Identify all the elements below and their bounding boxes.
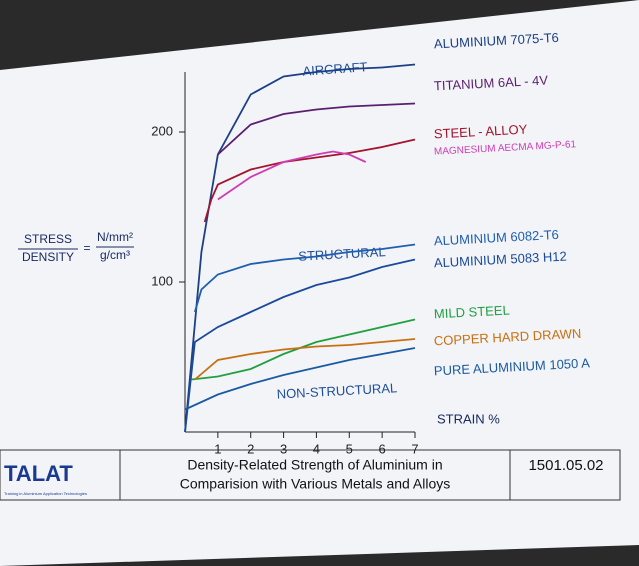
series-line [184,347,416,411]
x-tick-label: 7 [411,441,418,456]
series-line [193,243,416,313]
y-label-den: DENSITY [22,250,74,264]
footer-box [0,449,621,501]
y-tick-label: 200 [151,123,173,138]
legend-label: TITANIUM 6AL - 4V [434,72,549,93]
annotation: STRUCTURAL [298,244,386,264]
tagline: Training in Aluminium Application Techno… [4,491,87,496]
caption: Density-Related Strength of Aluminium in [187,457,442,473]
x-tick-label: 5 [346,441,353,456]
footer: TALAT Training in Aluminium Application … [0,449,621,501]
x-tick-label: 4 [313,441,320,456]
legend-label: STEEL - ALLOY [434,122,528,142]
y-label-num: STRESS [24,232,72,246]
y-label-eq: = [83,241,90,255]
x-tick-label: 1 [214,441,221,456]
code: 1501.05.02 [528,457,603,474]
series-line [184,258,416,433]
y-label: STRESS DENSITY = N/mm² g/cm³ [18,230,134,264]
legend-label: ALUMINIUM 7075-T6 [434,30,560,52]
series-line [184,63,416,433]
legend-label: ALUMINIUM 5083 H12 [434,248,568,270]
annotation: AIRCRAFT [302,59,368,79]
legend-label: ALUMINIUM 6082-T6 [434,227,560,249]
x-tick-label: 3 [280,441,287,456]
series-line [194,338,416,381]
x-tick-label: 6 [379,441,386,456]
legend-label: MILD STEEL [434,302,511,321]
y-unit-den: g/cm³ [100,248,130,262]
series-line [217,150,367,201]
y-tick-label: 100 [151,273,173,288]
x-label: STRAIN % [437,411,500,426]
x-tick-label: 2 [247,441,254,456]
logo: TALAT [4,461,73,486]
annotation: NON-STRUCTURAL [276,380,397,401]
series-line [217,102,416,156]
caption: Comparision with Various Metals and Allo… [180,476,451,492]
y-unit-num: N/mm² [97,230,133,244]
